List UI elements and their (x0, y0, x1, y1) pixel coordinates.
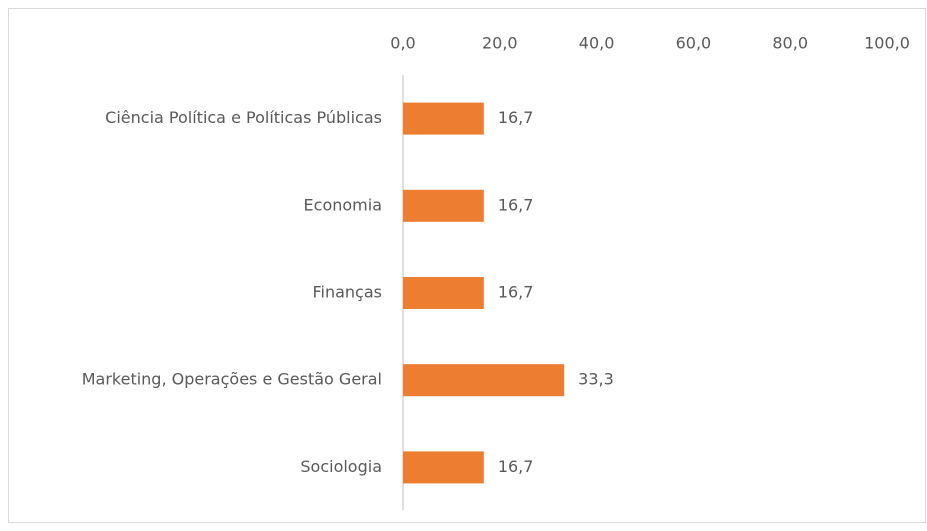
data-label: 16,7 (498, 283, 534, 302)
x-tick-label: 80,0 (772, 34, 808, 53)
x-tick-label: 40,0 (579, 34, 615, 53)
data-label: 16,7 (498, 108, 534, 127)
data-label: 16,7 (498, 457, 534, 476)
data-label: 16,7 (498, 195, 534, 214)
data-label: 33,3 (578, 370, 614, 389)
bar (403, 451, 484, 484)
x-tick-label: 60,0 (676, 34, 712, 53)
bar (403, 189, 484, 222)
bar (403, 102, 484, 135)
x-tick-label: 100,0 (864, 34, 910, 53)
x-tick-label: 20,0 (482, 34, 518, 53)
y-tick-label: Economia (304, 195, 382, 214)
y-tick-label: Marketing, Operações e Gestão Geral (82, 370, 382, 389)
y-tick-label: Ciência Política e Políticas Públicas (105, 108, 382, 127)
x-tick-label: 0,0 (390, 34, 415, 53)
y-tick-label: Sociologia (300, 457, 382, 476)
y-tick-label: Finanças (312, 283, 382, 302)
bar (403, 277, 484, 309)
bar (403, 364, 565, 397)
chart-frame (8, 8, 926, 523)
